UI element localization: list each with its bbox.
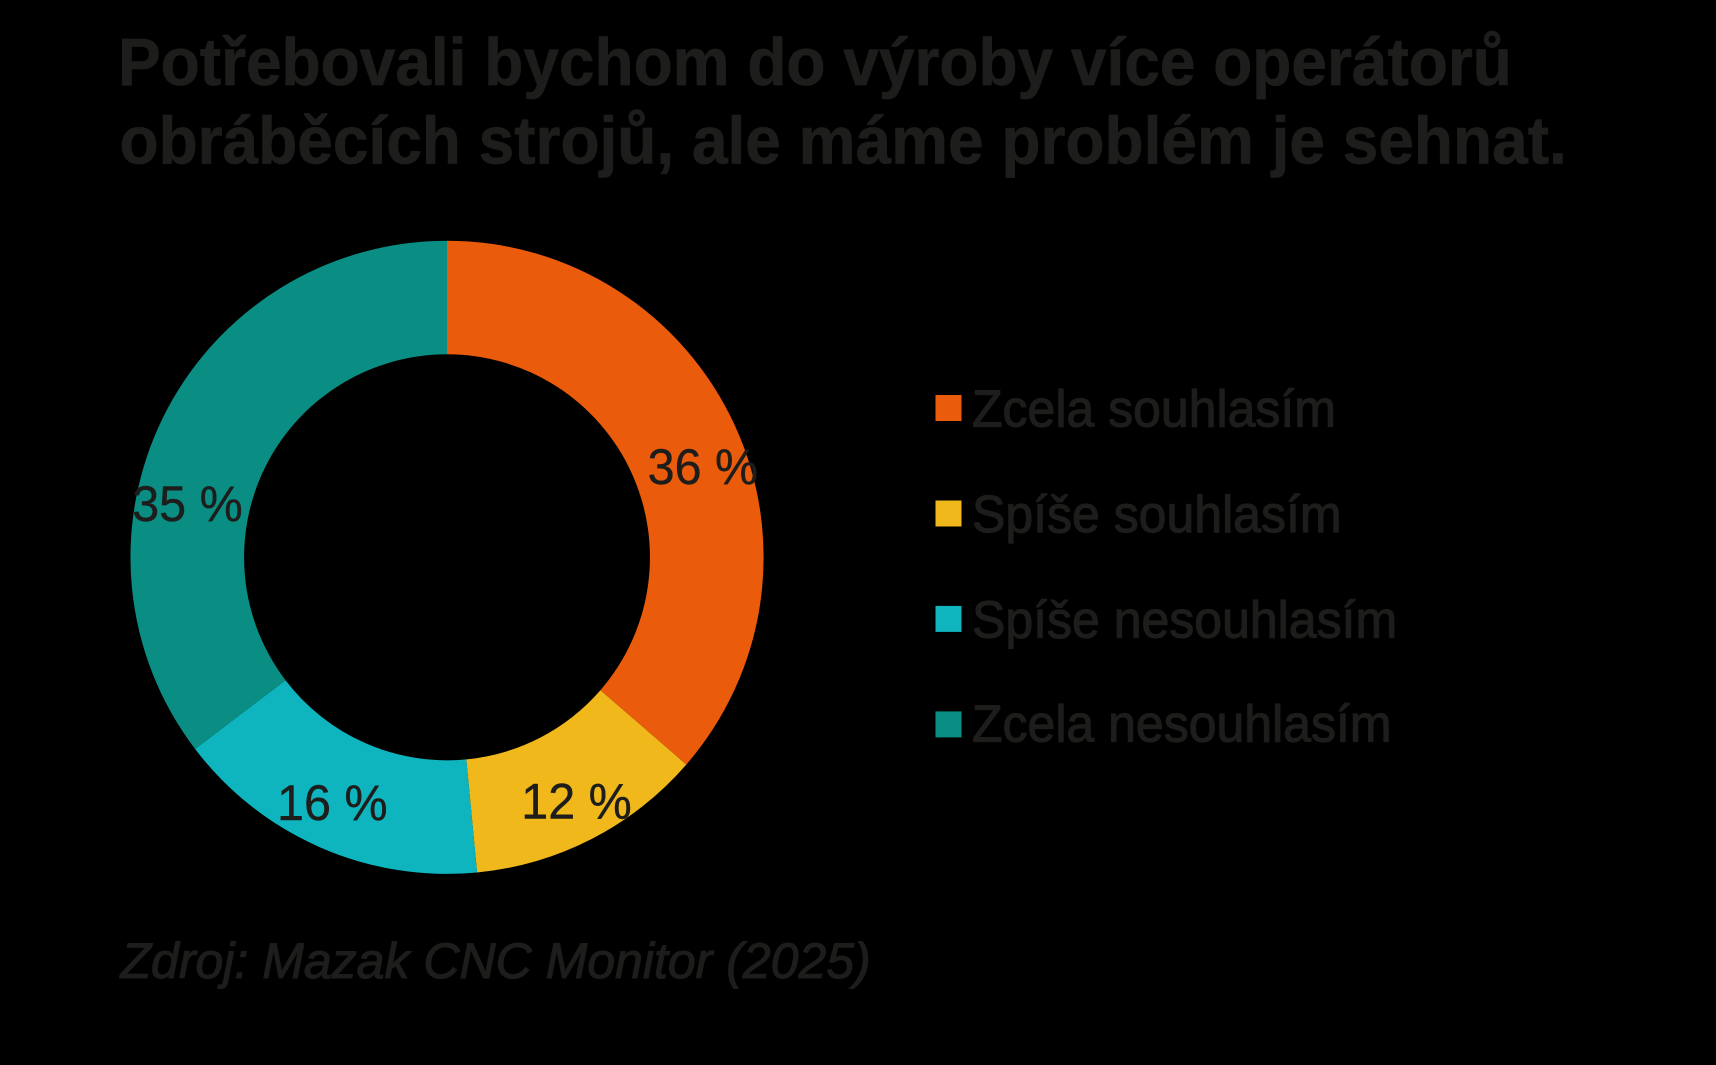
svg-text:12 %: 12 % (521, 774, 632, 830)
svg-text:Zcela nesouhlasím: Zcela nesouhlasím (972, 695, 1392, 753)
svg-text:Potřebovali bychom do výroby v: Potřebovali bychom do výroby více operát… (118, 25, 1512, 99)
svg-text:Zdroj: Mazak CNC Monitor (2025: Zdroj: Mazak CNC Monitor (2025) (120, 933, 871, 989)
svg-text:36 %: 36 % (648, 439, 759, 495)
svg-text:35 %: 35 % (132, 476, 243, 532)
svg-text:16 %: 16 % (277, 775, 388, 831)
svg-text:Zcela souhlasím: Zcela souhlasím (972, 380, 1336, 438)
svg-text:Spíše nesouhlasím: Spíše nesouhlasím (972, 591, 1397, 649)
svg-text:obráběcích strojů, ale máme pr: obráběcích strojů, ale máme problém je s… (120, 103, 1567, 177)
svg-text:Spíše souhlasím: Spíše souhlasím (972, 485, 1341, 543)
